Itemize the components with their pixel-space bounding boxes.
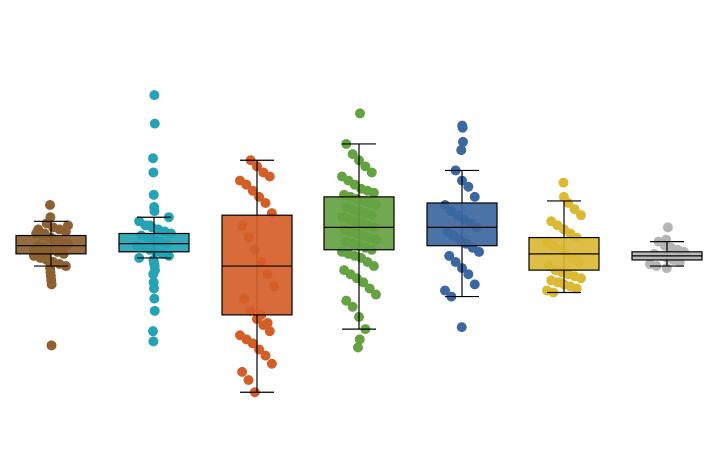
data-point (347, 301, 358, 312)
iqr-box (323, 196, 395, 251)
data-point (576, 273, 586, 284)
data-point (366, 167, 377, 178)
data-point (463, 181, 474, 192)
iqr-box (15, 234, 87, 255)
data-point (450, 256, 461, 267)
data-point (243, 375, 254, 386)
iqr-box (426, 202, 498, 247)
data-point (148, 269, 159, 280)
data-point (457, 122, 468, 133)
data-point (576, 210, 586, 221)
data-point (149, 90, 160, 101)
data-point (148, 336, 159, 347)
data-point (558, 177, 569, 188)
data-point (237, 366, 248, 377)
data-point (569, 204, 580, 215)
data-point (266, 358, 277, 369)
data-point (360, 161, 371, 172)
data-point (260, 350, 271, 361)
data-point (456, 145, 467, 156)
data-point (353, 342, 363, 353)
data-point (264, 171, 275, 182)
data-point (63, 220, 73, 231)
data-point (149, 118, 160, 129)
data-point (354, 334, 365, 345)
data-point (662, 222, 673, 233)
data-point (148, 167, 159, 178)
data-point (341, 295, 352, 306)
data-point (260, 197, 271, 208)
iqr-box (221, 214, 293, 316)
data-point (364, 283, 375, 294)
data-point (444, 250, 455, 261)
data-point (368, 261, 379, 272)
data-point (469, 279, 480, 290)
data-point (148, 153, 158, 164)
data-point (358, 277, 369, 288)
data-point (571, 283, 582, 294)
iqr-box (118, 232, 190, 253)
data-point (264, 326, 275, 337)
data-point (149, 283, 159, 294)
data-point (554, 277, 565, 288)
data-point (456, 322, 467, 333)
data-point (45, 200, 55, 211)
boxes-layer (15, 143, 703, 393)
data-point (46, 340, 57, 351)
data-point (474, 246, 484, 257)
data-point (469, 191, 480, 202)
data-point (247, 338, 258, 349)
data-point (463, 269, 474, 280)
data-point (371, 289, 381, 300)
data-point (149, 206, 160, 217)
data-point (148, 326, 158, 337)
data-point (355, 108, 365, 119)
data-point (368, 187, 379, 198)
data-point (149, 305, 160, 316)
data-point (247, 185, 258, 196)
data-point (149, 293, 160, 304)
data-point (458, 136, 468, 147)
data-point (241, 179, 252, 190)
data-point (144, 220, 155, 231)
data-point (46, 279, 57, 290)
data-point (262, 318, 273, 329)
data-point (440, 285, 450, 296)
data-point (347, 149, 358, 160)
data-point (148, 189, 159, 200)
